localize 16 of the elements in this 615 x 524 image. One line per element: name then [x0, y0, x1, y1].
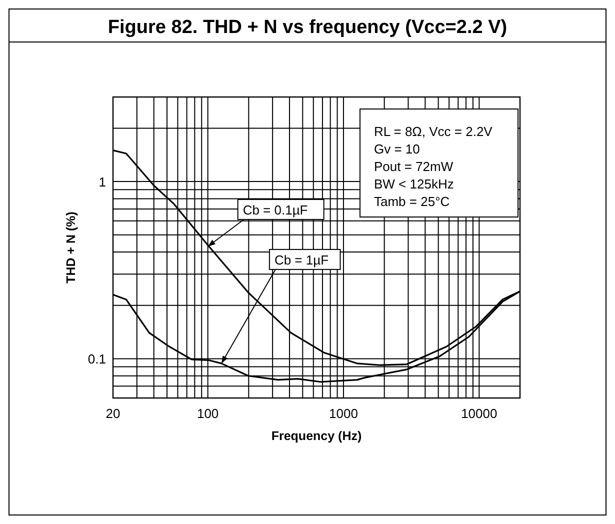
annotation: RL = 8Ω, Vcc = 2.2V [374, 124, 493, 139]
chart-title: Figure 82. THD + N vs frequency (Vcc=2.2 V) [108, 17, 508, 38]
annotation: Tamb = 25°C [374, 194, 450, 209]
y-tick-label: 0.1 [88, 352, 106, 367]
y-axis-title: THD + N (%) [64, 212, 78, 284]
annotation: Pout = 72mW [374, 159, 454, 174]
x-tick-label: 1000 [329, 406, 358, 421]
annotation: BW < 125kHz [374, 176, 454, 192]
x-axis-title: Frequency (Hz) [271, 429, 362, 443]
annotation: Cb = 0.1µF [242, 202, 308, 218]
y-tick-label: 1 [98, 174, 106, 190]
annotation: Gv = 10 [374, 142, 420, 156]
annotation: Cb = 1µF [274, 252, 329, 268]
x-tick-label: 10000 [461, 406, 498, 421]
x-tick-label: 100 [196, 406, 219, 421]
x-tick-label: 20 [106, 406, 120, 421]
